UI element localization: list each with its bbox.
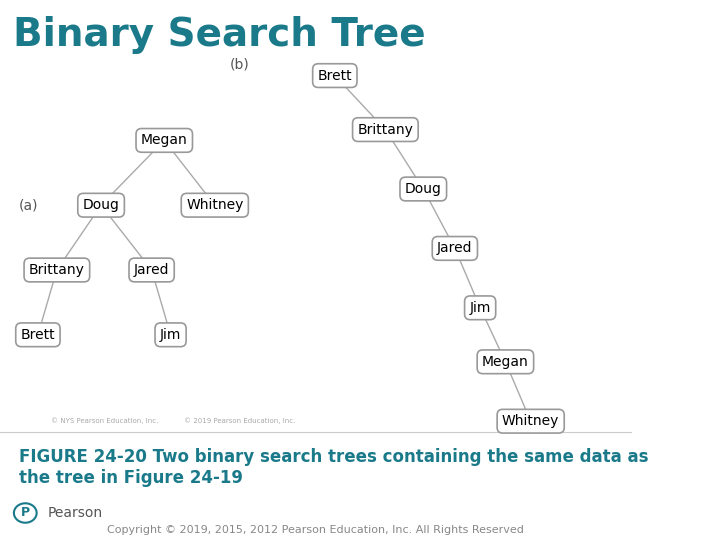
Text: Jared: Jared — [134, 263, 169, 277]
Text: Jim: Jim — [160, 328, 181, 342]
Text: Brittany: Brittany — [29, 263, 85, 277]
Text: Doug: Doug — [83, 198, 120, 212]
Text: Brett: Brett — [21, 328, 55, 342]
Text: P: P — [21, 507, 30, 519]
Text: Doug: Doug — [405, 182, 441, 196]
Text: Brittany: Brittany — [357, 123, 413, 137]
Text: (a): (a) — [19, 198, 38, 212]
Text: Whitney: Whitney — [502, 414, 559, 428]
Text: FIGURE 24-20 Two binary search trees containing the same data as
the tree in Fig: FIGURE 24-20 Two binary search trees con… — [19, 448, 649, 487]
Text: Jared: Jared — [437, 241, 472, 255]
Text: Jim: Jim — [469, 301, 491, 315]
Text: Pearson: Pearson — [48, 506, 102, 520]
Text: Megan: Megan — [141, 133, 188, 147]
Text: Whitney: Whitney — [186, 198, 243, 212]
Text: Binary Search Tree: Binary Search Tree — [13, 16, 426, 54]
Text: © NYS Pearson Education, Inc.: © NYS Pearson Education, Inc. — [50, 417, 158, 424]
Text: Copyright © 2019, 2015, 2012 Pearson Education, Inc. All Rights Reserved: Copyright © 2019, 2015, 2012 Pearson Edu… — [107, 524, 524, 535]
Text: © 2019 Pearson Education, Inc.: © 2019 Pearson Education, Inc. — [184, 417, 296, 424]
Text: Brett: Brett — [318, 69, 352, 83]
Text: Megan: Megan — [482, 355, 528, 369]
Text: (b): (b) — [230, 58, 250, 72]
